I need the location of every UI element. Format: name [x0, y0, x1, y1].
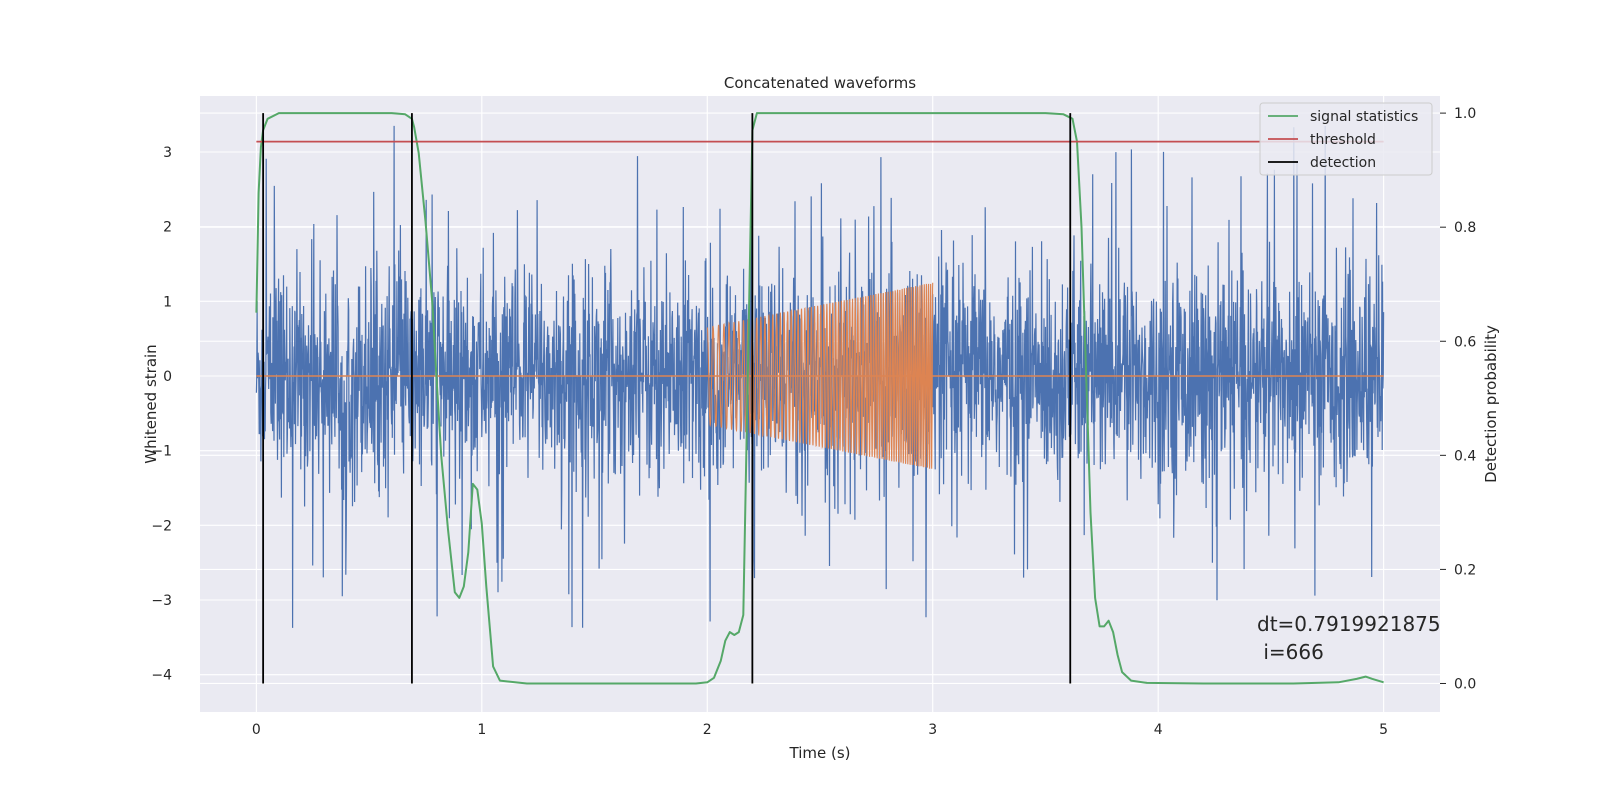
axis-ticks: 0 1 2 3 4 5 −4 −3 −2 −1 0 1 2 3 0.0 0.2 0.4 0.6 0.8 1.0 — [151, 106, 1476, 738]
y-tick-label: 0 — [163, 369, 172, 385]
y-tick-label: 2 — [163, 220, 172, 236]
y-tick-label: −2 — [151, 518, 172, 534]
y2-tick-label: 0.6 — [1454, 334, 1476, 350]
legend-label-signal-statistics: signal statistics — [1310, 109, 1418, 125]
x-tick-label: 1 — [477, 722, 486, 738]
y2-tick-label: 0.8 — [1454, 220, 1476, 236]
y-tick-label: 1 — [163, 294, 172, 310]
x-tick-label: 3 — [928, 722, 937, 738]
y-tick-label: −1 — [151, 444, 172, 460]
y2-tick-label: 0.2 — [1454, 562, 1476, 578]
legend-label-detection: detection — [1310, 155, 1376, 171]
x-tick-label: 2 — [703, 722, 712, 738]
injection-line — [706, 282, 934, 469]
x-axis-label: Time (s) — [789, 744, 851, 762]
signal-statistics-line — [255, 112, 1384, 685]
y2-axis-label: Detection probability — [1482, 325, 1500, 483]
y2-tick-label: 0.0 — [1454, 676, 1476, 692]
y2-tick-label: 1.0 — [1454, 106, 1476, 122]
y2-tick-label: 0.4 — [1454, 448, 1476, 464]
x-tick-label: 5 — [1379, 722, 1388, 738]
annotation-dt: dt=0.7919921875 — [1257, 612, 1441, 636]
x-tick-label: 4 — [1154, 722, 1163, 738]
y-tick-label: −3 — [151, 593, 172, 609]
x-tick-label: 0 — [252, 722, 261, 738]
y-tick-label: −4 — [151, 668, 172, 684]
injection-series — [256, 282, 1384, 469]
annotation-i: i=666 — [1257, 640, 1324, 664]
y-tick-label: 3 — [163, 145, 172, 161]
chart-title: Concatenated waveforms — [724, 74, 916, 92]
signal-statistics-series — [255, 112, 1384, 685]
y-axis-label: Whitened strain — [142, 344, 160, 463]
legend-label-threshold: threshold — [1310, 132, 1376, 148]
legend: signal statistics threshold detection — [1259, 102, 1433, 176]
legend-box — [1259, 102, 1433, 176]
